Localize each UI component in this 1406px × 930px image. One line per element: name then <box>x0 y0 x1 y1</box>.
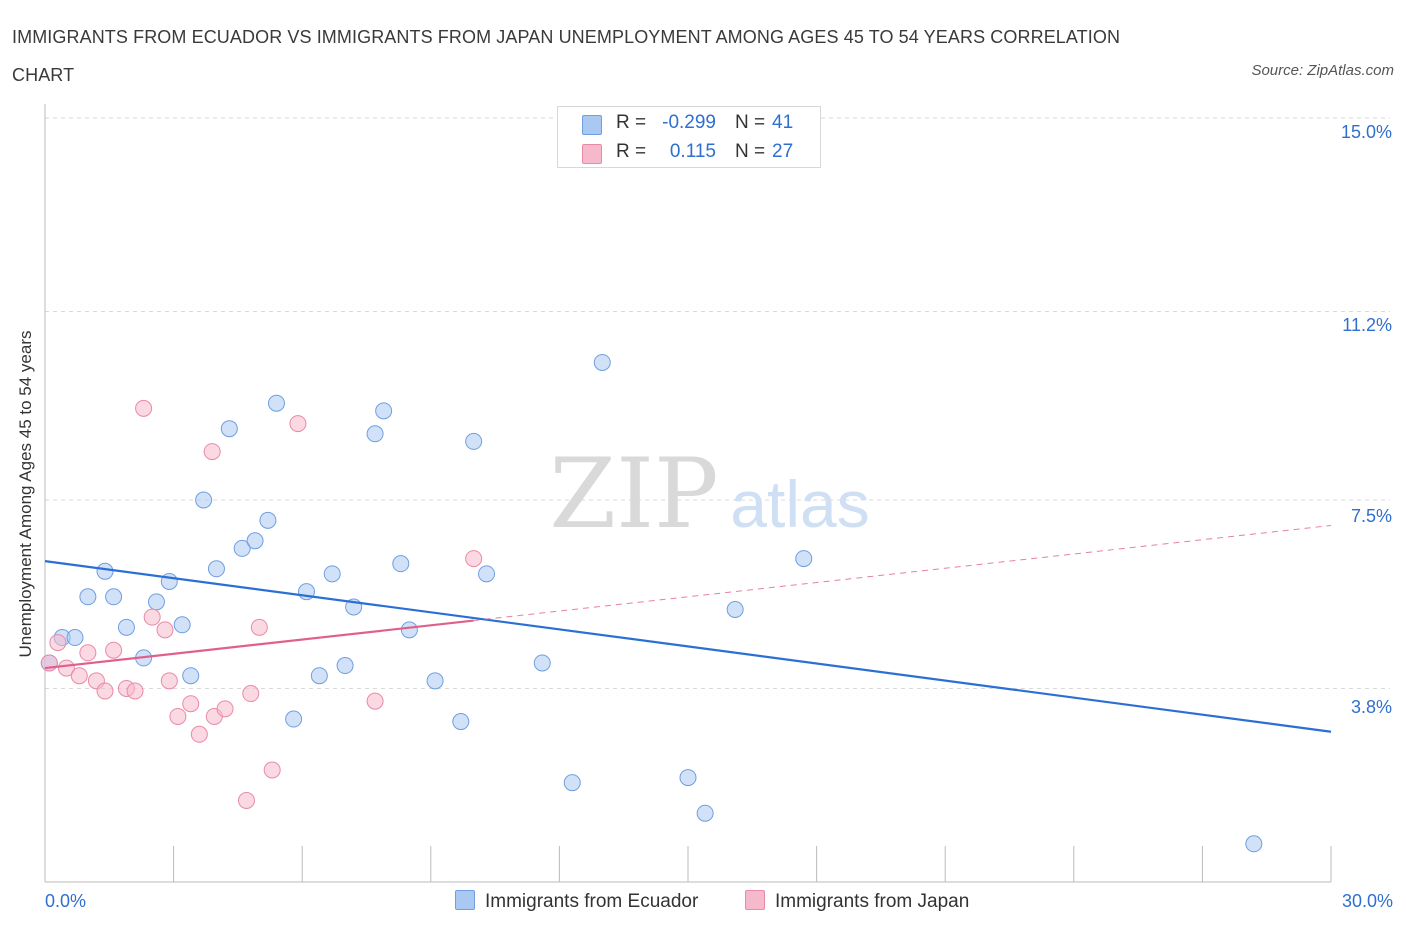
ecuador-point <box>310 667 328 685</box>
ecuador-point <box>323 565 341 583</box>
source-credit: Source: ZipAtlas.com <box>1251 62 1394 79</box>
r-label: R = <box>616 112 647 133</box>
japan-point <box>182 695 200 713</box>
japan-point <box>143 608 161 626</box>
japan-point <box>190 725 208 743</box>
legend-swatch-japan <box>745 890 765 910</box>
japan-point <box>203 443 221 461</box>
ecuador-point <box>679 769 697 787</box>
ecuador-point <box>696 804 714 822</box>
ecuador-point <box>173 616 191 634</box>
ecuador-point <box>195 491 213 509</box>
japan-point <box>216 700 234 718</box>
ecuador-point <box>285 710 303 728</box>
n-label: N = <box>735 141 766 162</box>
japan-point <box>49 634 67 652</box>
ecuador-point <box>66 629 84 647</box>
japan-point <box>366 692 384 710</box>
y-tick-label-15: 15.0% <box>1340 122 1392 142</box>
japan-point <box>126 682 144 700</box>
japan-point <box>160 672 178 690</box>
y-tick-label-11-2: 11.2% <box>1342 315 1392 335</box>
ecuador-point <box>465 432 483 450</box>
legend-item-japan: Immigrants from Japan <box>745 890 969 913</box>
japan-point <box>289 415 307 433</box>
japan-point <box>250 618 268 636</box>
ecuador-point <box>593 353 611 371</box>
japan-point <box>135 399 153 417</box>
ecuador-point <box>400 621 418 639</box>
ecuador-trend-line <box>44 560 1332 733</box>
japan-point <box>237 792 255 810</box>
ecuador-point <box>366 425 384 443</box>
n-value: 27 <box>772 141 794 162</box>
japan-point <box>57 659 75 677</box>
watermark-atlas: atlas <box>730 467 869 541</box>
ecuador-point <box>147 593 165 611</box>
watermark: ZIP atlas <box>549 438 869 550</box>
n-label: N = <box>735 112 766 133</box>
japan-point <box>105 641 123 659</box>
japan-point <box>79 644 97 662</box>
japan-point <box>169 707 187 725</box>
y-tick-label-3-8: 3.8% <box>1350 697 1392 717</box>
ecuador-point <box>267 394 285 412</box>
grid-lines <box>45 117 1390 689</box>
japan-point <box>156 621 174 639</box>
japan-point <box>70 667 88 685</box>
ecuador-point <box>79 588 97 606</box>
ecuador-point <box>182 667 200 685</box>
ecuador-point <box>375 402 393 420</box>
japan-point <box>96 682 114 700</box>
legend-label-ecuador: Immigrants from Ecuador <box>485 891 699 912</box>
ecuador-point <box>336 657 354 675</box>
n-value: 41 <box>772 112 794 133</box>
japan-trend-line <box>44 619 474 670</box>
trend-lines <box>44 524 1332 733</box>
ecuador-point <box>478 565 496 583</box>
ecuador-point <box>563 774 581 792</box>
x-tick-label-min: 0.0% <box>45 891 87 911</box>
data-points <box>40 353 1263 853</box>
y-axis-label: Unemployment Among Ages 45 to 54 years <box>16 330 35 658</box>
legend-swatch-ecuador <box>582 115 602 135</box>
ecuador-point <box>96 562 114 580</box>
ecuador-point <box>533 654 551 672</box>
legend-label-japan: Immigrants from Japan <box>775 891 970 912</box>
legend-item-ecuador: Immigrants from Ecuador <box>455 890 698 913</box>
axes <box>44 104 1332 883</box>
r-value: -0.299 <box>662 112 716 133</box>
japan-point <box>263 761 281 779</box>
ecuador-point <box>207 560 225 578</box>
ecuador-point <box>795 550 813 568</box>
ecuador-point <box>105 588 123 606</box>
ecuador-point <box>220 420 238 438</box>
japan-point <box>242 685 260 703</box>
ecuador-point <box>426 672 444 690</box>
chart-title: IMMIGRANTS FROM ECUADOR VS IMMIGRANTS FR… <box>12 27 1121 85</box>
ecuador-point <box>1245 835 1263 853</box>
legend-swatch-japan <box>582 144 602 164</box>
r-value: 0.115 <box>669 141 716 162</box>
r-label: R = <box>616 141 647 162</box>
legend-swatch-ecuador <box>455 890 475 910</box>
japan-trend-line-extension <box>473 524 1332 622</box>
japan-point <box>465 550 483 568</box>
ecuador-point <box>246 532 264 550</box>
ecuador-point <box>259 511 277 529</box>
watermark-zip: ZIP <box>549 438 718 550</box>
x-tick-label-max: 30.0% <box>1341 891 1393 911</box>
ecuador-point <box>392 555 410 573</box>
ecuador-point <box>726 601 744 619</box>
ecuador-point <box>452 713 470 731</box>
correlation-legend: R = -0.299 N = 41 R = 0.115 N = 27 <box>557 106 821 168</box>
ecuador-point <box>233 539 251 557</box>
y-tick-label-7-5: 7.5% <box>1350 506 1392 526</box>
ecuador-point <box>117 618 135 636</box>
